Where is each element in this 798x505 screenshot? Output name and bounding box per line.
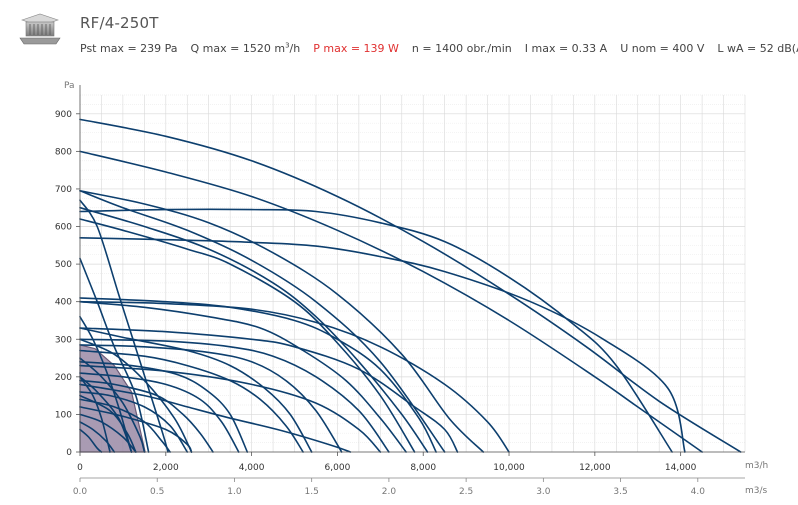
spec-lwa: L wA = 52 dB(A)	[717, 41, 798, 55]
product-title: RF/4-250T	[80, 14, 159, 32]
performance-curve-34	[79, 428, 103, 453]
performance-curve-33	[79, 421, 116, 453]
x-tick-label: 0	[77, 463, 83, 473]
y-tick-label: 700	[55, 185, 72, 195]
performance-curve-8	[79, 218, 416, 453]
x-tick-label: 6,000	[325, 463, 351, 473]
spec-p-max: P max = 139 W	[313, 41, 399, 55]
performance-curve-10	[79, 297, 437, 453]
spec-line: Pst max = 239 Pa Q max = 1520 m3/h P max =…	[80, 41, 798, 55]
performance-curve-11	[79, 300, 407, 453]
performance-curve-35	[79, 376, 111, 453]
y-tick-label: 900	[55, 110, 72, 120]
x2-tick-label: 2.0	[382, 487, 397, 497]
y-tick-label: 0	[66, 448, 72, 458]
performance-curve-17	[79, 372, 240, 453]
spec-speed: n = 1400 obr./min	[411, 41, 512, 55]
performance-curve-27	[79, 383, 352, 453]
x2-tick-label: 4.0	[691, 487, 706, 497]
y-tick-label: 500	[55, 260, 72, 270]
highlighted-area	[79, 344, 146, 453]
x-tick-label: 8,000	[410, 463, 436, 473]
performance-curve-4	[79, 237, 686, 453]
y-tick-label: 800	[55, 147, 72, 157]
performance-curve-22	[79, 199, 169, 453]
x2-tick-label: 1.5	[305, 487, 319, 497]
performance-curve-14	[79, 344, 343, 453]
x2-tick-label: 3.5	[613, 487, 627, 497]
y-tick-label: 200	[55, 373, 72, 383]
x-tick-label: 10,000	[493, 463, 525, 473]
performance-curve-12	[79, 327, 459, 453]
x2-tick-label: 0.0	[73, 487, 88, 497]
x-tick-label: 12,000	[579, 463, 611, 473]
y-axis-label: Pa	[64, 81, 75, 91]
x2-tick-label: 1.0	[227, 487, 242, 497]
performance-curve-3	[79, 208, 673, 453]
performance-curve-32	[79, 394, 137, 453]
performance-curve-23	[79, 315, 133, 453]
y-tick-label: 300	[55, 335, 72, 345]
highlighted-curve-area	[79, 344, 146, 453]
y-tick-label: 600	[55, 223, 72, 233]
performance-curve-9	[79, 300, 510, 453]
performance-curve-30	[79, 338, 193, 453]
performance-curve-26	[79, 376, 133, 453]
x-tick-label: 14,000	[665, 463, 697, 473]
roof-fan-product-icon	[19, 13, 61, 45]
performance-curve-7	[79, 206, 429, 453]
performance-curve-2	[79, 150, 703, 453]
performance-curve-21	[79, 257, 150, 453]
performance-curve-25	[79, 357, 146, 453]
x-tick-label: 4,000	[239, 463, 265, 473]
y-tick-label: 100	[55, 410, 72, 420]
spec-u-nom: U nom = 400 V	[620, 41, 705, 55]
performance-curve-24	[79, 327, 313, 453]
x2-tick-label: 2.5	[459, 487, 473, 497]
performance-curve-16	[79, 361, 249, 453]
chart-axes: 0 100 200 300 400 500 600 700 800 900 Pa 0 2,000 4,00…	[55, 81, 768, 497]
performance-curve-13	[79, 338, 390, 453]
x2-tick-label: 0.5	[150, 487, 164, 497]
performance-curve-1	[79, 118, 742, 453]
chart-grid	[79, 94, 746, 453]
header: RF/4-250T Pst max = 239 Pa Q max = 1520 m…	[0, 0, 798, 70]
x-tick-label: 2,000	[153, 463, 179, 473]
y-tick-label: 400	[55, 298, 72, 308]
performance-curve-29	[79, 364, 382, 453]
curve-set	[79, 118, 742, 453]
x2-tick-label: 3.0	[536, 487, 551, 497]
x-axis-unit-label: m3/h	[745, 461, 768, 471]
spec-i-max: I max = 0.33 A	[524, 41, 608, 55]
spec-pst-max: Pst max = 239 Pa	[80, 41, 178, 55]
x2-axis-unit-label: m3/s	[745, 486, 768, 496]
spec-q-max: Q max = 1520 m3/h	[190, 41, 301, 55]
performance-curve-6	[79, 190, 446, 453]
performance-curve-31	[79, 413, 137, 453]
performance-curve-5	[79, 190, 485, 453]
